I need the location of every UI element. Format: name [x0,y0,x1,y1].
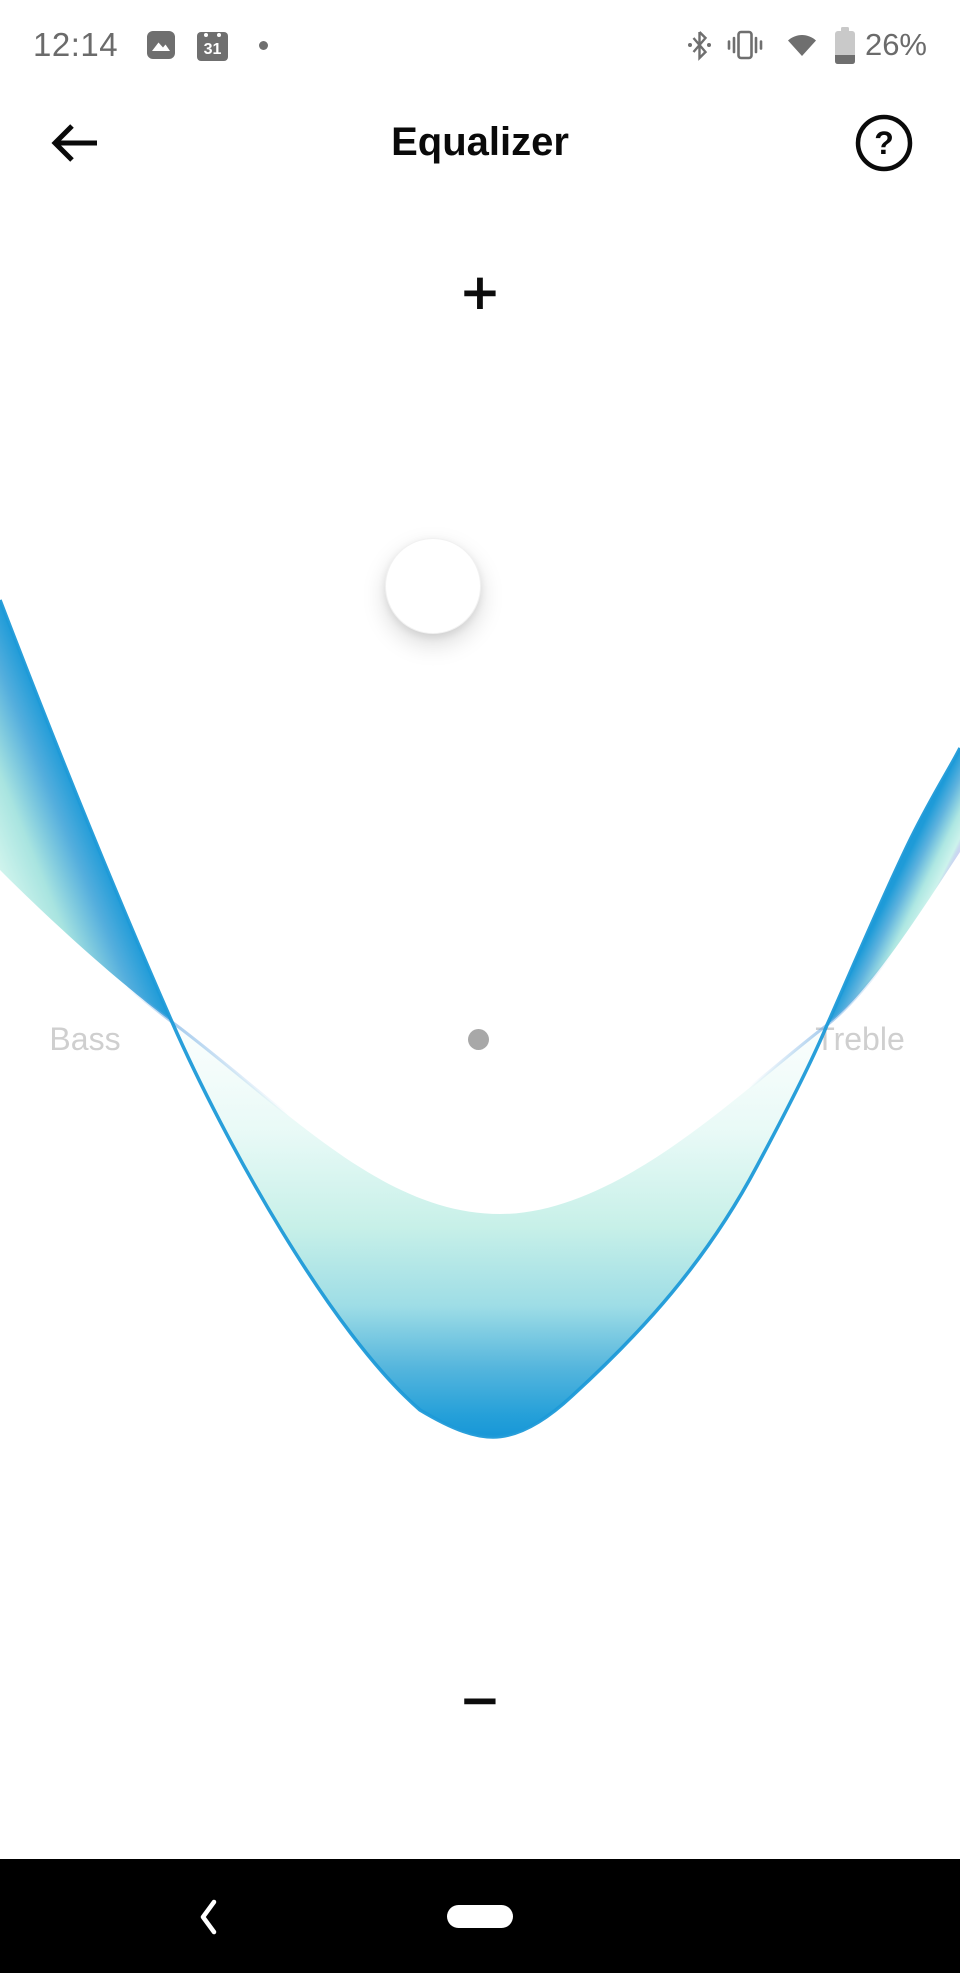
center-reference-dot [468,1029,489,1050]
help-icon: ? [855,114,913,172]
status-bar: 12:14 31 [0,0,960,84]
bluetooth-icon [687,31,711,61]
status-bar-right: 26% [687,26,927,64]
calendar-notification-icon: 31 [197,31,229,61]
back-arrow-icon [51,124,97,162]
decrease-button[interactable]: − [438,1658,522,1742]
nav-home-pill[interactable] [447,1905,513,1928]
vibrate-icon [727,30,763,60]
increase-button[interactable]: + [438,250,522,334]
wave-center-lobe [172,1022,827,1437]
nav-back-chevron-icon [200,1899,217,1935]
bass-label: Bass [49,1021,121,1057]
calendar-day-label: 31 [204,41,222,58]
status-time: 12:14 [33,26,119,63]
wave-left-lobe [0,600,172,1022]
wave-main-curve [0,599,960,1439]
help-button[interactable]: ? [852,111,916,175]
back-button[interactable] [45,113,105,173]
eq-knob[interactable] [385,538,481,634]
notification-dot-icon [259,40,269,50]
wifi-icon [787,35,816,56]
photo-notification-icon [147,31,176,59]
page-title: Equalizer [391,120,569,164]
status-bar-left: 12:14 31 [33,26,269,64]
android-nav-bar [0,1859,960,1973]
nav-back-button[interactable] [192,1896,224,1938]
minus-icon: − [459,1671,501,1729]
battery-icon [834,26,855,64]
plus-icon: + [459,263,501,321]
wave-right-lobe [827,748,960,1025]
help-glyph: ? [874,125,894,161]
treble-label: Treble [815,1021,905,1057]
battery-percent-label: 26% [864,27,927,62]
